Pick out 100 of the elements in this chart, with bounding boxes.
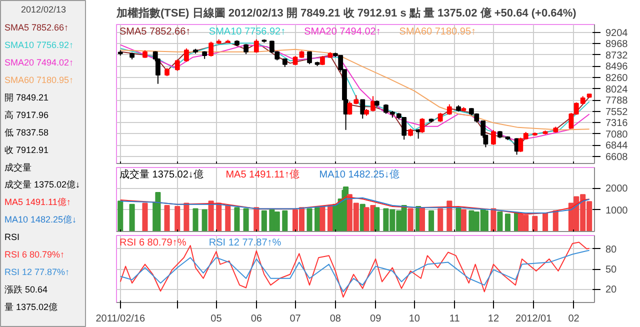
- y-tick-label: 2000: [606, 184, 628, 195]
- x-tick-label: 12: [488, 314, 500, 324]
- y-tick-label: 20: [606, 284, 618, 296]
- text: 成交量: [4, 162, 32, 172]
- bar: [456, 207, 462, 232]
- candlestick: [174, 58, 180, 72]
- bar: [306, 208, 312, 232]
- bar: [320, 206, 326, 232]
- bar: [192, 208, 198, 232]
- candlestick: [420, 118, 425, 134]
- bar: [174, 206, 180, 232]
- bar: [428, 210, 434, 232]
- text: SMA5 7852.66↑: [4, 22, 69, 32]
- candlestick: [184, 48, 189, 62]
- text: 漲跌 50.64: [4, 284, 48, 295]
- y-tick-label: 8496: [606, 62, 628, 73]
- y-tick-label: 8732: [606, 50, 628, 62]
- bar: [552, 210, 558, 232]
- text: RSI: [4, 232, 20, 242]
- bar: [504, 214, 510, 232]
- bar: [497, 211, 503, 232]
- text: 量 1375.02億: [4, 302, 58, 312]
- bar: [234, 207, 240, 232]
- text: 成交量 1375.02億↓: [4, 180, 80, 190]
- x-tick-label: 07: [290, 314, 302, 324]
- y-tick-label: 6844: [606, 140, 628, 152]
- text: MA10 1482.25億↓: [4, 214, 77, 225]
- x-tick-label: 2012/01: [516, 314, 552, 324]
- text: 低 7837.58: [4, 127, 49, 138]
- text: RSI 6 80.79%↑: [4, 250, 65, 260]
- x-tick-label: 08: [330, 314, 342, 324]
- y-tick-label: 8024: [606, 84, 628, 96]
- text: SMA60 7180.95↑: [399, 26, 476, 38]
- bar: [374, 207, 380, 232]
- bar: [438, 208, 444, 232]
- bar: [202, 209, 208, 232]
- bar: [408, 208, 414, 232]
- series-label: 成交量 1375.02↓億: [120, 168, 204, 180]
- y-tick-label: 8260: [606, 73, 628, 84]
- text: SMA10 7756.92↑: [4, 40, 74, 50]
- x-tick-label: 10: [408, 314, 420, 324]
- bar: [446, 200, 452, 232]
- y-tick-label: 1000: [606, 205, 628, 216]
- bar: [243, 208, 249, 232]
- candlestick: [491, 130, 496, 146]
- chart-title: 加權指數(TSE) 日線圖 2012/02/13 開 7849.21 收 7912.91 s 點 量 1375.02 億 +50.64 (+0.64%): [116, 6, 577, 20]
- x-tick-label: 2011/02/16: [96, 314, 146, 324]
- y-tick-label: 50: [606, 264, 618, 276]
- y-tick-label: 80: [606, 244, 618, 256]
- candlestick: [446, 104, 452, 116]
- x-tick-label: 02: [568, 314, 580, 324]
- y-tick-label: 9204: [606, 28, 628, 39]
- bar: [261, 210, 267, 232]
- candlestick: [438, 112, 443, 122]
- y-tick-label: 7316: [606, 118, 628, 130]
- line-series: [120, 250, 590, 292]
- bar: [216, 202, 222, 232]
- series-label: SMA10 7756.92↑: [208, 26, 286, 38]
- bar: [254, 207, 260, 232]
- candlestick: [307, 51, 312, 65]
- x-tick-label: 09: [370, 314, 382, 324]
- bar: [164, 204, 170, 232]
- text: 開 7849.21: [4, 92, 49, 102]
- x-tick-label: 11: [449, 314, 460, 324]
- series-label: RSI 6 80.79↑%: [120, 238, 186, 248]
- x-tick-label: 05: [210, 314, 222, 324]
- text: MA5 1491.11億↑: [4, 197, 71, 208]
- candlestick: [208, 41, 214, 58]
- series-label: SMA5 7852.66↑: [120, 26, 191, 38]
- bar: [532, 216, 538, 232]
- text: SMA20 7494.02↑: [304, 26, 381, 38]
- text: RSI 12 77.87%↑: [4, 267, 70, 278]
- bar: [208, 200, 214, 232]
- y-tick-label: 7552: [606, 106, 628, 118]
- x-tick-label: 06: [250, 314, 262, 324]
- bar: [225, 204, 231, 232]
- line-series: [120, 48, 590, 130]
- text: 高 7917.96: [4, 110, 49, 120]
- candlestick: [254, 38, 259, 54]
- candlestick: [360, 98, 366, 120]
- bar: [142, 202, 148, 232]
- series-label: RSI 12 77.87↑%: [208, 238, 282, 248]
- bar: [118, 200, 124, 232]
- y-tick-label: 8968: [606, 39, 628, 50]
- bar: [419, 207, 425, 232]
- text: SMA60 7180.95↑: [4, 74, 74, 85]
- text: 2012/02/13: [20, 4, 66, 14]
- text: MA5 1491.11↑億: [226, 168, 300, 180]
- y-tick-label: 6608: [606, 152, 628, 163]
- bar: [184, 202, 190, 232]
- bar: [155, 192, 161, 232]
- text: MA10 1482.25↓億: [319, 168, 400, 180]
- y-tick-label: 7788: [606, 96, 628, 107]
- candlestick: [244, 44, 248, 55]
- bar: [460, 209, 466, 232]
- bar: [542, 212, 548, 232]
- text: 收 7912.91: [4, 144, 49, 155]
- text: SMA20 7494.02↑: [4, 57, 74, 68]
- bar: [490, 208, 496, 232]
- y-tick-label: 7080: [606, 129, 628, 140]
